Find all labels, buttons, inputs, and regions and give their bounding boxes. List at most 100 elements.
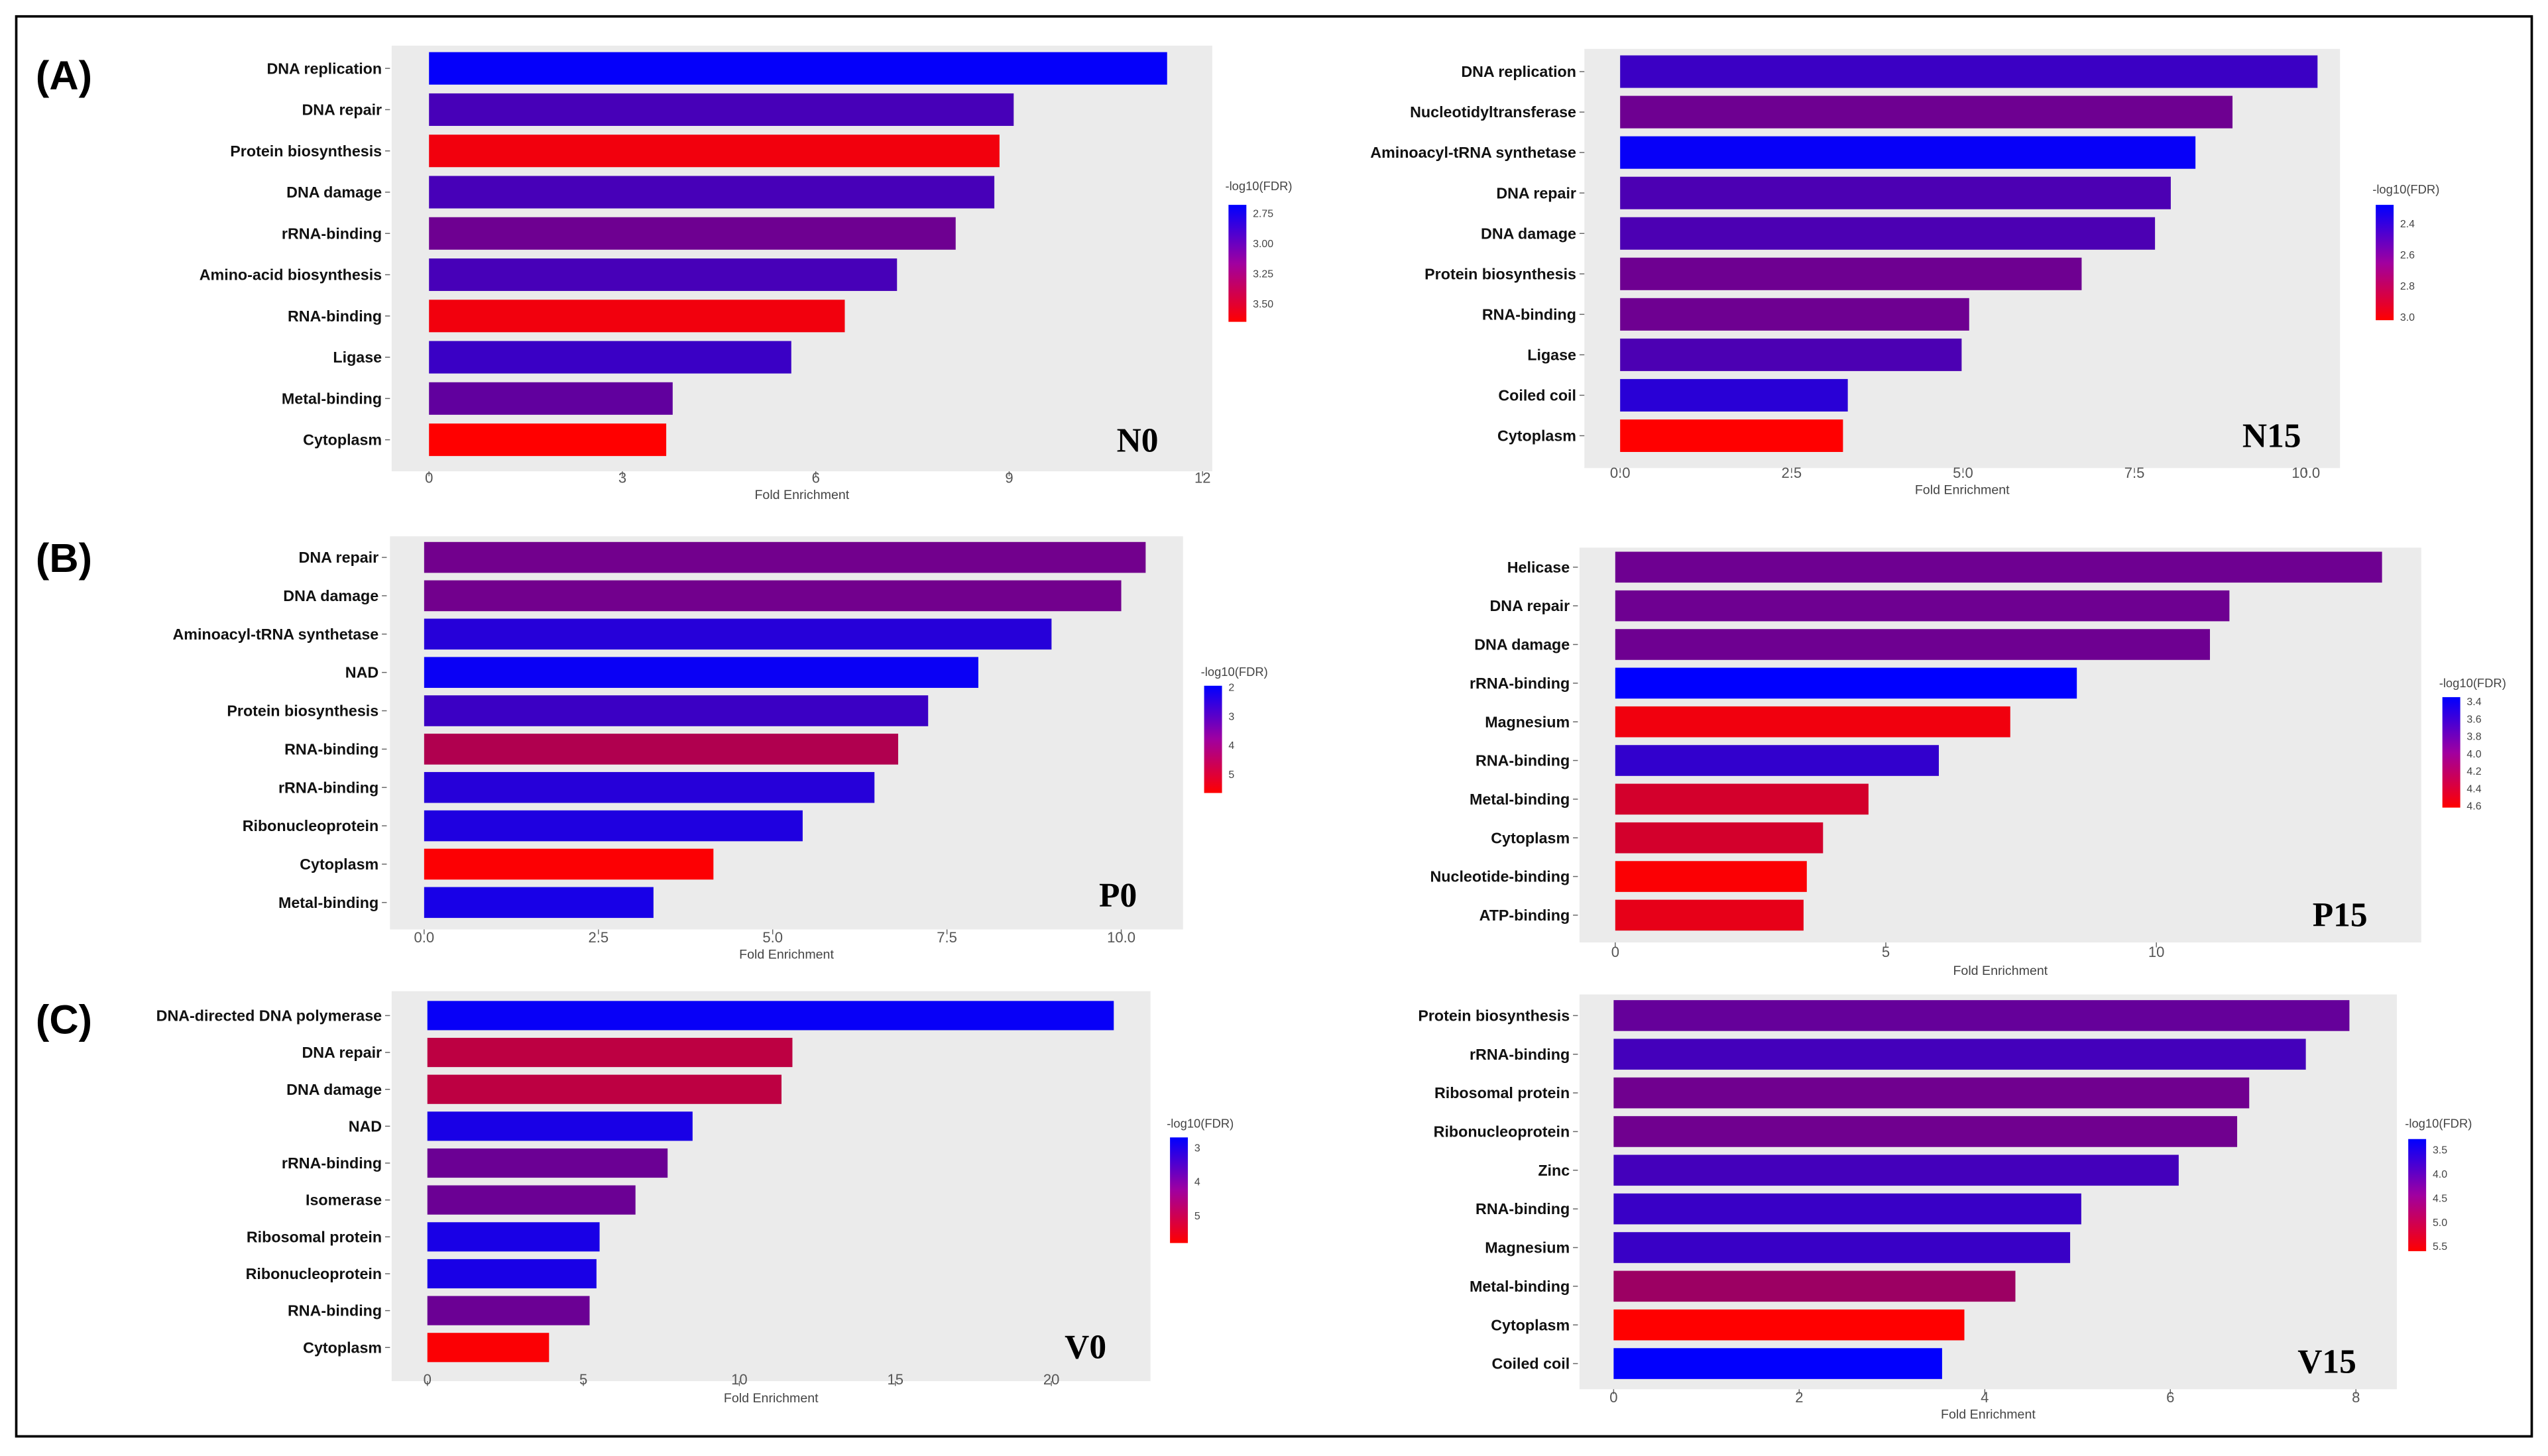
legend-tick-label: 2.8	[2400, 281, 2415, 292]
category-label: Aminoacyl-tRNA synthetase	[1370, 144, 1576, 161]
bar	[1615, 706, 2010, 738]
x-axis-title: Fold Enrichment	[739, 948, 834, 962]
category-label: RNA-binding	[1476, 1200, 1570, 1217]
x-tick-label: 7.5	[937, 929, 957, 946]
bar	[424, 810, 803, 842]
category-label: Amino-acid biosynthesis	[200, 266, 382, 284]
bar	[1615, 783, 1869, 815]
legend-title: -log10(FDR)	[2405, 1117, 2472, 1131]
legend-tick-label: 2	[1228, 683, 1234, 694]
category-label: DNA replication	[266, 60, 382, 77]
panel-label: N0	[1117, 422, 1159, 460]
bar	[1613, 1000, 2350, 1031]
bar	[427, 1222, 600, 1252]
bar	[1615, 745, 1940, 776]
bar	[1615, 551, 2382, 583]
category-label: Aminoacyl-tRNA synthetase	[172, 626, 378, 643]
legend-tick-label: 3.25	[1253, 268, 1273, 280]
category-label: RNA-binding	[284, 740, 378, 757]
x-tick-label: 0	[424, 1371, 432, 1388]
x-tick-label: 12	[1194, 469, 1211, 486]
bar	[424, 657, 978, 688]
category-label: DNA repair	[1496, 184, 1576, 201]
category-label: Zinc	[1538, 1162, 1570, 1179]
x-tick-label: 15	[888, 1371, 904, 1388]
bar	[1620, 136, 2196, 169]
bar	[429, 217, 956, 250]
bar	[429, 93, 1014, 126]
legend-tick-label: 2.75	[1253, 208, 1273, 219]
x-tick-label: 5	[1882, 944, 1890, 960]
chart-panel-P0: DNA repair DNA damage Aminoacyl-tRNA synth…	[36, 535, 1268, 962]
category-label: Magnesium	[1485, 713, 1570, 730]
bar	[1615, 667, 2077, 699]
bar	[427, 1148, 668, 1178]
bar	[1613, 1232, 2071, 1263]
chart-panel-V0: DNA-directed DNA polymerase DNA repair DNA…	[36, 991, 1234, 1406]
legend-tick-label: 3.6	[2466, 714, 2481, 725]
x-tick-label: 6	[2166, 1389, 2174, 1406]
x-tick-label: 2	[1795, 1389, 1803, 1406]
bar	[1613, 1270, 2016, 1302]
color-scale-bar	[1228, 205, 1247, 322]
category-label: Cytoplasm	[300, 856, 378, 873]
x-tick-label: 0	[425, 469, 433, 486]
category-label: rRNA-binding	[1470, 675, 1570, 692]
category-label: DNA repair	[1490, 597, 1570, 614]
bar	[424, 734, 899, 765]
category-label: Nucleotide-binding	[1430, 868, 1570, 885]
x-tick-label: 3	[618, 469, 626, 486]
bar	[429, 135, 1000, 168]
panel-label: P15	[2313, 897, 2368, 934]
bar	[424, 541, 1146, 573]
category-label: Metal-binding	[1470, 1278, 1570, 1295]
category-label: Isomerase	[306, 1192, 382, 1209]
chart-panel-P15: Helicase DNA repair DNA damage rRNA-binding…	[1430, 547, 2506, 978]
category-label: NAD	[345, 664, 378, 681]
category-label: Coiled coil	[1492, 1355, 1570, 1372]
category-label: DNA repair	[302, 1044, 382, 1061]
x-tick-label: 5.0	[1953, 465, 1973, 481]
category-label: DNA damage	[286, 184, 382, 201]
category-label: RNA-binding	[1482, 306, 1576, 323]
chart-panel-N15: DNA replication Nucleotidyltransferase Ami…	[1370, 48, 2439, 497]
category-label: RNA-binding	[288, 308, 382, 325]
category-label: Magnesium	[1485, 1239, 1570, 1257]
bar	[1620, 217, 2156, 250]
legend-title: -log10(FDR)	[1201, 665, 1268, 679]
category-label: DNA damage	[283, 587, 378, 604]
bar	[427, 1333, 550, 1363]
x-tick-label: 0.0	[1610, 465, 1631, 481]
category-label: rRNA-binding	[1470, 1046, 1570, 1063]
category-label: Metal-binding	[278, 894, 378, 911]
category-label: Cytoplasm	[303, 431, 382, 449]
color-scale-bar	[2442, 697, 2461, 808]
legend-tick-label: 4	[1194, 1177, 1200, 1188]
bar	[429, 423, 667, 457]
bar	[1613, 1154, 2179, 1186]
category-label: Cytoplasm	[1497, 427, 1576, 445]
legend-tick-label: 4.4	[2466, 783, 2481, 795]
bar	[424, 580, 1122, 612]
category-label: Nucleotidyltransferase	[1410, 103, 1576, 121]
category-label: Ribonucleoprotein	[1434, 1123, 1570, 1141]
bar	[429, 382, 673, 415]
x-tick-label: 5	[579, 1371, 587, 1388]
category-label: DNA damage	[1481, 225, 1576, 242]
legend-tick-label: 2.6	[2400, 250, 2415, 261]
legend-tick-label: 3.00	[1253, 239, 1273, 250]
category-label: Protein biosynthesis	[227, 702, 378, 720]
x-tick-label: 4	[1981, 1389, 1989, 1406]
bar	[429, 176, 995, 209]
legend-tick-label: 3	[1194, 1143, 1200, 1154]
bar	[424, 695, 929, 726]
x-tick-label: 2.5	[1781, 465, 1802, 481]
bar	[1620, 419, 1843, 452]
legend-tick-label: 4.2	[2466, 766, 2481, 777]
category-label: Helicase	[1507, 559, 1570, 576]
bar	[1613, 1193, 2081, 1225]
category-label: RNA-binding	[1476, 752, 1570, 769]
category-label: Protein biosynthesis	[230, 142, 382, 160]
bar	[1613, 1116, 2238, 1147]
legend-tick-label: 5	[1194, 1211, 1200, 1222]
